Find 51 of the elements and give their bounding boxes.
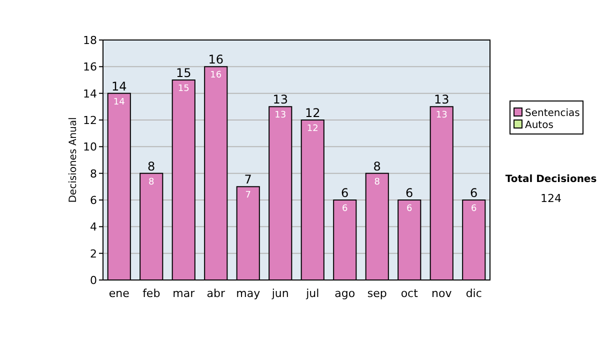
total-label: 15 [176, 66, 192, 80]
y-tick-label: 4 [90, 220, 97, 234]
x-tick-label: abr [206, 287, 226, 300]
y-tick-label: 6 [90, 194, 97, 207]
data-label: 7 [245, 190, 251, 201]
data-label: 13 [274, 110, 286, 121]
y-tick-label: 10 [83, 140, 97, 154]
y-tick-label: 0 [90, 274, 97, 287]
total-label: 8 [373, 159, 381, 174]
data-label: 6 [342, 204, 348, 214]
x-tick-label: sep [367, 287, 387, 300]
total-label: 8 [148, 159, 156, 174]
total-label: 6 [341, 186, 349, 200]
x-tick-label: mar [172, 287, 196, 300]
legend-label: Autos [525, 120, 554, 131]
x-tick-label: dic [466, 287, 482, 300]
x-tick-label: ene [108, 287, 130, 300]
total-label: 13 [434, 92, 450, 107]
total-label: 12 [304, 106, 320, 120]
total-label: 6 [470, 186, 478, 200]
data-label: 8 [374, 177, 380, 188]
legend-label: Sentencias [525, 108, 580, 119]
data-label: 16 [210, 70, 222, 81]
total-label: 13 [272, 92, 288, 107]
text: Total Decisiones [505, 174, 597, 185]
x-tick-label: jun [270, 287, 289, 300]
y-tick-label: 12 [83, 114, 97, 127]
x-tick-label: oct [400, 287, 419, 300]
total-label: 7 [244, 172, 252, 187]
data-label: 6 [471, 204, 478, 214]
y-axis-title: Decisiones Anual [68, 117, 79, 203]
data-label: 6 [406, 204, 413, 214]
x-tick-label: may [236, 287, 261, 300]
data-label: 14 [113, 97, 126, 108]
x-tick-label: feb [142, 287, 160, 300]
y-tick-label: 18 [83, 34, 97, 47]
y-tick-label: 16 [83, 60, 97, 74]
total-label: 6 [406, 186, 414, 200]
y-tick-label: 8 [90, 167, 97, 180]
data-label: 8 [148, 177, 155, 188]
x-tick-label: nov [432, 287, 452, 300]
data-label: 13 [436, 110, 448, 121]
x-tick-label: ago [334, 287, 356, 300]
total-label: 14 [111, 79, 127, 94]
text: 124 [540, 192, 562, 205]
data-label: 12 [306, 124, 318, 134]
data-label: 15 [178, 84, 190, 94]
y-tick-label: 14 [83, 87, 97, 100]
total-label: 16 [208, 52, 224, 67]
y-tick-label: 2 [90, 247, 97, 260]
x-tick-label: jul [305, 287, 320, 300]
